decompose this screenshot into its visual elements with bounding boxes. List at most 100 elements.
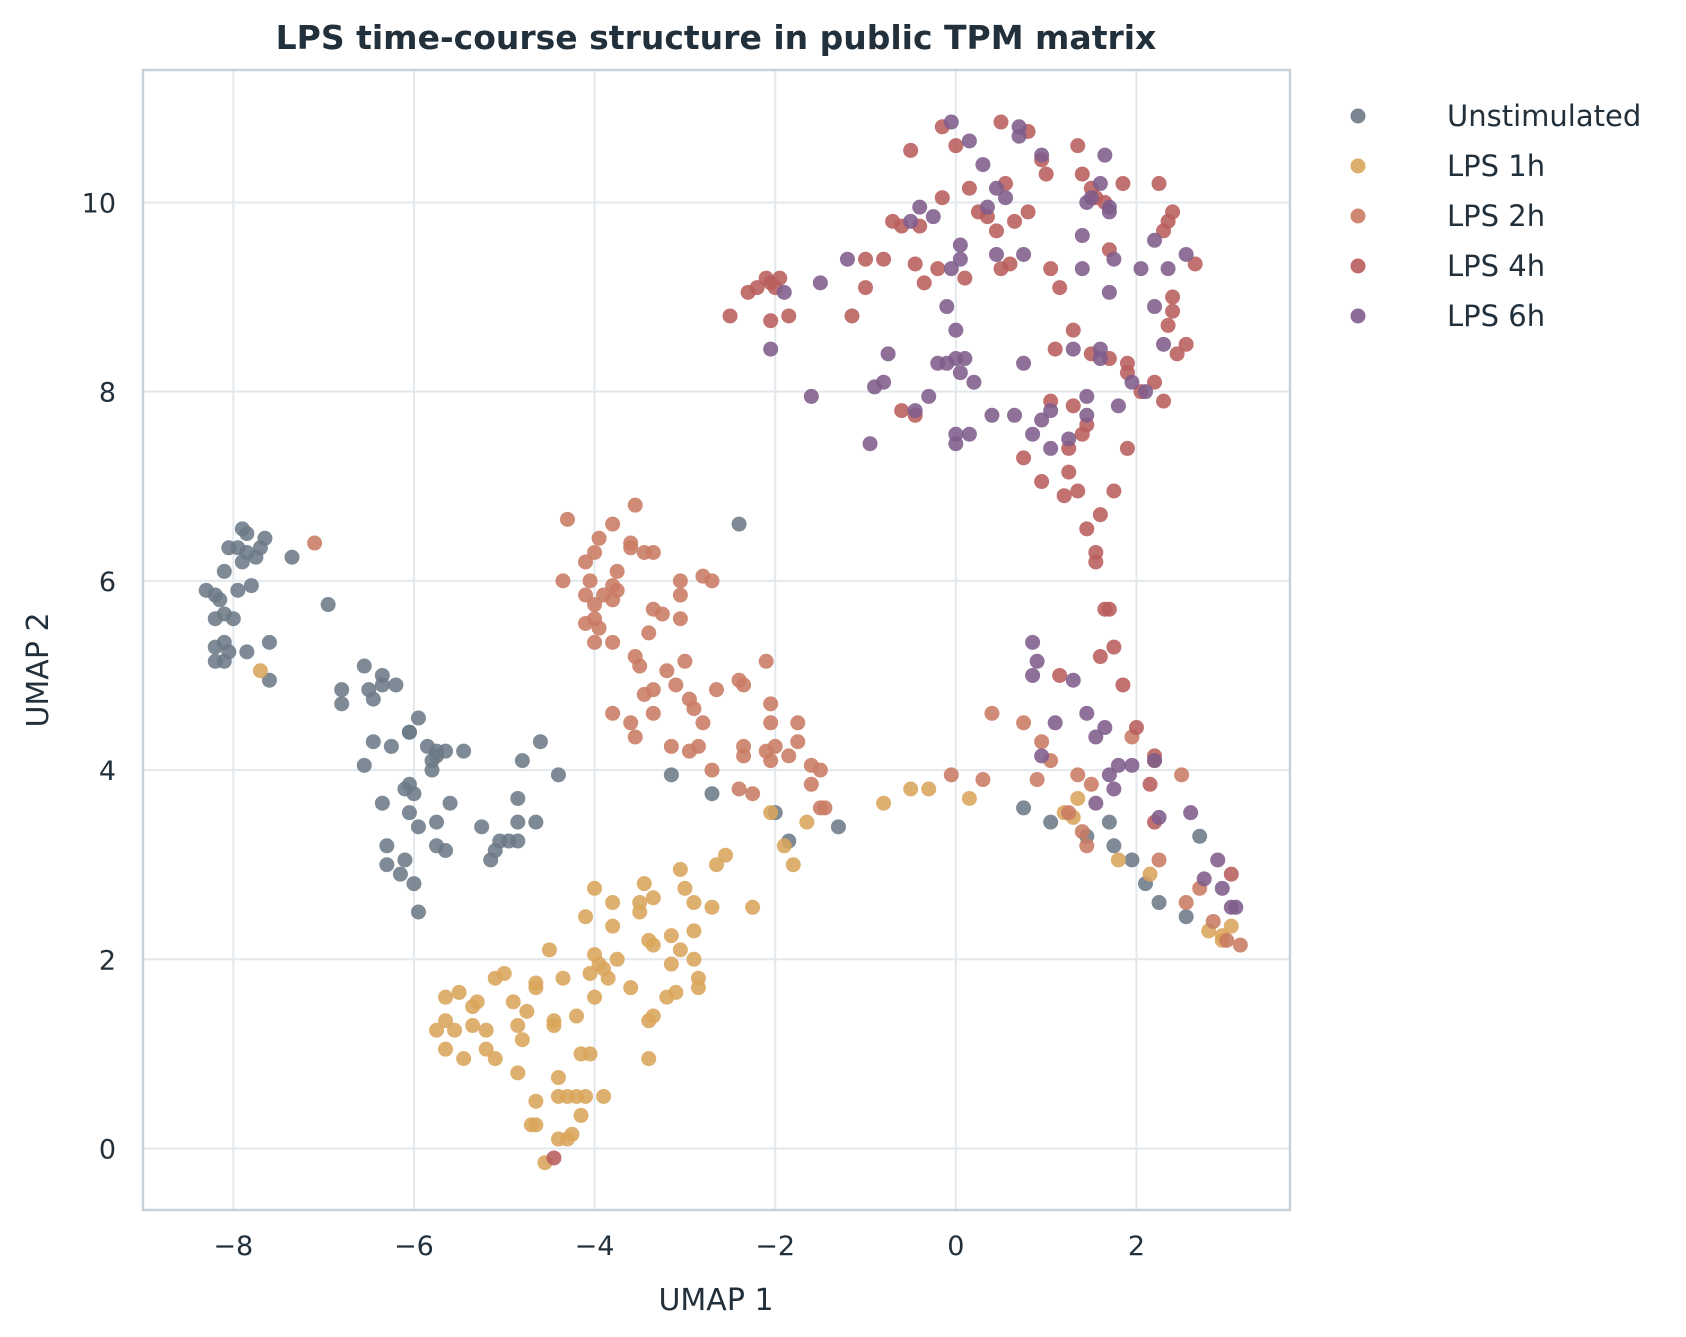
data-point: [569, 1008, 585, 1024]
data-point: [605, 516, 621, 532]
data-point: [334, 696, 350, 712]
data-point: [709, 857, 724, 873]
data-point: [510, 814, 526, 830]
data-point: [582, 1046, 598, 1062]
x-tick-label: −8: [213, 1231, 253, 1262]
x-tick-label: −6: [394, 1231, 434, 1262]
data-point: [1160, 261, 1176, 277]
data-point: [1020, 204, 1036, 220]
data-point: [487, 1051, 503, 1067]
data-point: [763, 696, 779, 712]
data-point: [993, 114, 1009, 130]
data-point: [1016, 450, 1032, 466]
data-point: [880, 346, 896, 362]
data-point: [690, 738, 706, 754]
data-point: [1097, 601, 1113, 617]
data-point: [763, 805, 779, 821]
legend-label: LPS 4h: [1447, 249, 1545, 283]
data-point: [718, 847, 734, 863]
series-unstimulated: [198, 516, 1208, 925]
axis-ticks: −8 −6 −4 −2 0 2 0 2 4 6 8 10: [82, 188, 1145, 1262]
data-point: [1070, 138, 1086, 154]
data-point: [1052, 667, 1068, 683]
data-point: [1061, 431, 1077, 447]
data-point: [903, 213, 919, 229]
series-lps-2h: [307, 497, 1248, 953]
data-point: [587, 634, 603, 650]
data-point: [623, 715, 639, 731]
data-point: [1043, 403, 1059, 419]
data-point: [234, 554, 250, 570]
data-point: [605, 705, 621, 721]
data-point: [1007, 213, 1023, 229]
data-point: [758, 653, 774, 669]
data-point: [365, 691, 381, 707]
data-point: [1065, 398, 1081, 414]
data-point: [1065, 322, 1081, 338]
data-point: [1065, 341, 1081, 357]
data-point: [876, 795, 892, 811]
data-point: [474, 819, 490, 835]
data-point: [641, 1013, 657, 1029]
data-point: [1074, 166, 1090, 182]
data-point: [379, 838, 395, 854]
data-point: [591, 530, 607, 546]
data-point: [943, 261, 959, 277]
data-point: [745, 786, 761, 802]
data-point: [1101, 814, 1117, 830]
data-point: [356, 658, 372, 674]
data-point: [1034, 147, 1050, 163]
data-point: [636, 686, 652, 702]
data-point: [392, 866, 408, 882]
legend-marker: [1350, 158, 1366, 174]
data-point: [1025, 634, 1041, 650]
data-point: [442, 795, 458, 811]
data-point: [654, 606, 670, 622]
data-point: [397, 852, 413, 868]
data-point: [1223, 918, 1239, 934]
data-point: [876, 374, 892, 390]
data-point: [438, 1013, 454, 1029]
data-point: [1124, 757, 1140, 773]
data-point: [438, 1041, 454, 1057]
data-point: [948, 138, 964, 154]
data-point: [803, 388, 819, 404]
legend-label: LPS 2h: [1447, 199, 1545, 233]
x-tick-label: −4: [575, 1231, 615, 1262]
data-point: [1101, 204, 1117, 220]
data-point: [623, 980, 639, 996]
data-point: [1133, 261, 1149, 277]
data-point: [636, 876, 652, 892]
data-point: [966, 374, 982, 390]
data-point: [817, 800, 833, 816]
data-point: [934, 190, 950, 206]
data-point: [478, 1022, 494, 1038]
data-point: [803, 776, 819, 792]
data-point: [952, 251, 968, 267]
data-point: [1007, 407, 1023, 423]
data-point: [1016, 715, 1032, 731]
data-point: [401, 805, 417, 821]
x-tick-label: −2: [755, 1231, 795, 1262]
data-point: [252, 663, 268, 679]
data-point: [1065, 672, 1081, 688]
data-point: [388, 677, 404, 693]
data-point: [776, 838, 792, 854]
data-point: [957, 351, 973, 367]
data-point: [573, 1107, 589, 1123]
data-point: [1029, 772, 1045, 788]
data-point: [1092, 176, 1108, 192]
data-point: [1074, 228, 1090, 244]
data-point: [587, 544, 603, 560]
data-point: [1079, 521, 1095, 537]
data-point: [975, 157, 991, 173]
data-point: [731, 516, 747, 532]
data-point: [627, 729, 643, 745]
data-point: [790, 734, 806, 750]
data-point: [320, 597, 336, 613]
data-point: [686, 951, 702, 967]
data-point: [1147, 232, 1163, 248]
legend-label: LPS 1h: [1447, 149, 1545, 183]
data-point: [451, 984, 467, 1000]
